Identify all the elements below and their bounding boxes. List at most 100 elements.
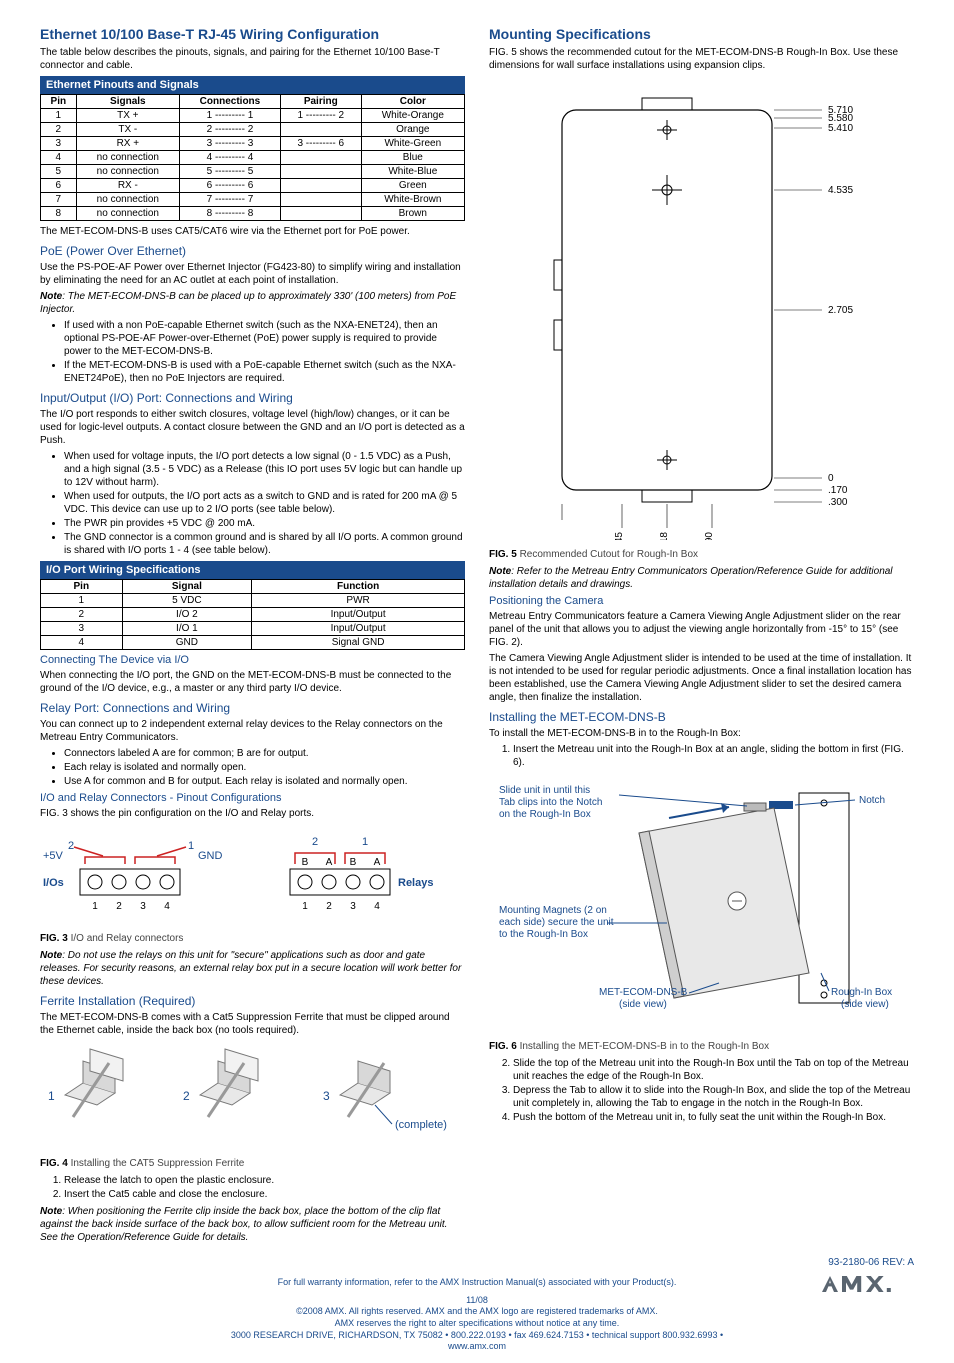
- table-cell: 3 --------- 6: [280, 137, 361, 151]
- table-header: Connections: [180, 95, 281, 109]
- svg-text:MET-ECOM-DNS-B: MET-ECOM-DNS-B: [599, 987, 688, 998]
- table-header: Function: [252, 580, 465, 594]
- para-fig3: FIG. 3 shows the pin configuration on th…: [40, 807, 465, 820]
- svg-text:2.518: 2.518: [659, 532, 670, 540]
- fig-text: Installing the CAT5 Suppression Ferrite: [68, 1158, 245, 1169]
- svg-text:(side view): (side view): [619, 999, 667, 1010]
- table-header: Pairing: [280, 95, 361, 109]
- table-cell: 8: [41, 207, 77, 221]
- right-column: Mounting Specifications FIG. 5 shows the…: [489, 20, 914, 1247]
- list-item: Each relay is isolated and normally open…: [64, 761, 465, 774]
- table-cell: TX -: [76, 123, 179, 137]
- table-cell: White-Blue: [361, 165, 464, 179]
- install-steps: Insert the Metreau unit into the Rough-I…: [513, 743, 914, 769]
- table-io: I/O Port Wiring Specifications PinSignal…: [40, 561, 465, 650]
- table-cell: 3 --------- 3: [180, 137, 281, 151]
- heading-mount: Mounting Specifications: [489, 26, 914, 42]
- cutout-diagram: 5.7105.5805.4104.5352.7050.170.3001.8452…: [502, 80, 902, 540]
- table-row: 3I/O 1Input/Output: [41, 622, 465, 636]
- table-cell: 1: [41, 594, 123, 608]
- footer-c1: ©2008 AMX. All rights reserved. AMX and …: [215, 1306, 739, 1318]
- table-cell: 1 --------- 2: [280, 109, 361, 123]
- footer-right: 93-2180-06 REV: A: [739, 1257, 914, 1299]
- install-step-1: Insert the Metreau unit into the Rough-I…: [513, 743, 914, 769]
- para-ferrite: The MET-ECOM-DNS-B comes with a Cat5 Sup…: [40, 1011, 465, 1037]
- list-item: Release the latch to open the plastic en…: [64, 1174, 465, 1187]
- io-relay-diagram: 123421+5VGNDI/Os123421BABARelays: [40, 829, 440, 919]
- fig-label: FIG. 6: [489, 1041, 517, 1052]
- table-cell: Blue: [361, 151, 464, 165]
- table-cell: I/O 2: [122, 608, 252, 622]
- table-cell: Orange: [361, 123, 464, 137]
- table-cell: [280, 165, 361, 179]
- svg-text:2: 2: [312, 836, 318, 848]
- table-cell: 1 --------- 1: [180, 109, 281, 123]
- table-row: 7no connection7 --------- 7White-Brown: [41, 193, 465, 207]
- svg-text:I/Os: I/Os: [43, 877, 64, 889]
- fig-label: FIG. 4: [40, 1158, 68, 1169]
- list-item: When used for outputs, the I/O port acts…: [64, 490, 465, 516]
- fig-text: Installing the MET-ECOM-DNS-B in to the …: [517, 1041, 769, 1052]
- note-body: : Refer to the Metreau Entry Communicato…: [489, 566, 893, 590]
- svg-text:1: 1: [302, 901, 308, 912]
- fig4-caption: FIG. 4 Installing the CAT5 Suppression F…: [40, 1157, 465, 1170]
- svg-text:3: 3: [323, 1089, 330, 1103]
- relay-bullets: Connectors labeled A are for common; B a…: [64, 747, 465, 788]
- table-header: Signals: [76, 95, 179, 109]
- table-cell: 8 --------- 8: [180, 207, 281, 221]
- table-cell: I/O 1: [122, 622, 252, 636]
- svg-text:4: 4: [374, 901, 380, 912]
- note-relay: Note: Do not use the relays on this unit…: [40, 949, 465, 988]
- svg-text:2: 2: [326, 901, 332, 912]
- install-rest-steps: Slide the top of the Metreau unit into t…: [513, 1057, 914, 1124]
- table-cell: White-Orange: [361, 109, 464, 123]
- list-item: If the MET-ECOM-DNS-B is used with a PoE…: [64, 359, 465, 385]
- svg-text:3.690: 3.690: [704, 532, 715, 540]
- table-row: 6RX -6 --------- 6Green: [41, 179, 465, 193]
- table-cell: 7 --------- 7: [180, 193, 281, 207]
- footer-center: For full warranty information, refer to …: [215, 1277, 739, 1353]
- svg-text:A: A: [326, 857, 333, 868]
- table-cell: [280, 193, 361, 207]
- table-cell: PWR: [252, 594, 465, 608]
- svg-text:on the Rough-In Box: on the Rough-In Box: [499, 809, 591, 820]
- fig5-caption: FIG. 5 Recommended Cutout for Rough-In B…: [489, 548, 914, 561]
- note-poe: Note: The MET-ECOM-DNS-B can be placed u…: [40, 290, 465, 316]
- svg-text:1: 1: [48, 1089, 55, 1103]
- table-cell: 5: [41, 165, 77, 179]
- table-row: 2I/O 2Input/Output: [41, 608, 465, 622]
- svg-text:2: 2: [183, 1089, 190, 1103]
- heading-install: Installing the MET-ECOM-DNS-B: [489, 710, 914, 724]
- list-item: Push the bottom of the Metreau unit in, …: [513, 1111, 914, 1124]
- svg-text:Tab clips into the Notch: Tab clips into the Notch: [499, 797, 602, 808]
- para-cat5: The MET-ECOM-DNS-B uses CAT5/CAT6 wire v…: [40, 225, 465, 238]
- table-cell: Green: [361, 179, 464, 193]
- para-mount: FIG. 5 shows the recommended cutout for …: [489, 46, 914, 72]
- table-header: Color: [361, 95, 464, 109]
- table-cell: [280, 123, 361, 137]
- para-install: To install the MET-ECOM-DNS-B in to the …: [489, 727, 914, 740]
- svg-text:5.410: 5.410: [828, 123, 853, 134]
- heading-poe: PoE (Power Over Ethernet): [40, 244, 465, 258]
- table-cell: TX +: [76, 109, 179, 123]
- svg-text:.170: .170: [828, 485, 848, 496]
- list-item: The PWR pin provides +5 VDC @ 200 mA.: [64, 517, 465, 530]
- para-pos1: Metreau Entry Communicators feature a Ca…: [489, 610, 914, 649]
- list-item: When used for voltage inputs, the I/O po…: [64, 450, 465, 489]
- svg-text:each side) secure the unit: each side) secure the unit: [499, 917, 614, 928]
- table-cell: GND: [122, 636, 252, 650]
- svg-text:to the Rough-In Box: to the Rough-In Box: [499, 929, 588, 940]
- table-row: 4GNDSignal GND: [41, 636, 465, 650]
- left-column: Ethernet 10/100 Base-T RJ-45 Wiring Conf…: [40, 20, 465, 1247]
- footer-doc: 93-2180-06 REV: A: [739, 1257, 914, 1268]
- ferrite-steps: Release the latch to open the plastic en…: [64, 1174, 465, 1201]
- list-item: Insert the Cat5 cable and close the encl…: [64, 1188, 465, 1201]
- footer-row: For full warranty information, refer to …: [40, 1257, 914, 1353]
- ferrite-diagram: 123(complete): [40, 1040, 460, 1150]
- para-conn-io: When connecting the I/O port, the GND on…: [40, 669, 465, 695]
- note-label: Note: [40, 950, 62, 961]
- poe-bullets: If used with a non PoE-capable Ethernet …: [64, 319, 465, 385]
- svg-text:2.705: 2.705: [828, 305, 853, 316]
- para-relay: You can connect up to 2 independent exte…: [40, 718, 465, 744]
- table-cell: no connection: [76, 193, 179, 207]
